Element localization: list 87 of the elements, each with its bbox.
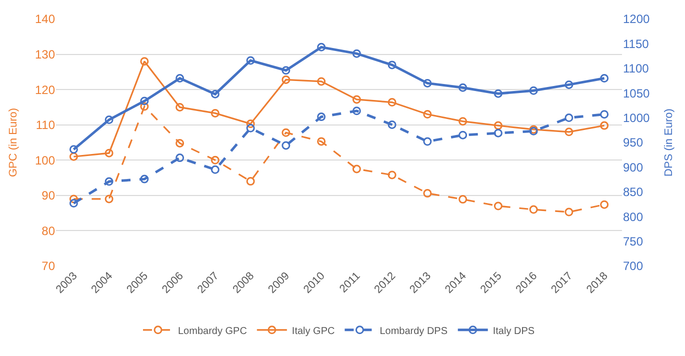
point: [69, 152, 78, 161]
point: [140, 57, 149, 66]
point: [104, 194, 114, 204]
point: [352, 95, 361, 104]
point: [388, 60, 396, 70]
point: [246, 56, 255, 65]
point: [282, 128, 290, 137]
point: [140, 102, 149, 111]
point: [600, 200, 609, 209]
point: [529, 86, 538, 95]
point: [246, 120, 255, 128]
y-tick-label: 100: [34, 153, 56, 168]
legend-label: Italy GPC: [292, 326, 335, 337]
point: [564, 114, 574, 122]
point: [458, 83, 468, 92]
point: [317, 42, 326, 52]
point: [104, 148, 114, 158]
point: [282, 75, 290, 84]
point: [494, 121, 502, 130]
point: [564, 80, 574, 89]
point: [494, 89, 502, 98]
point: [210, 156, 220, 164]
y2-tick-label: 900: [623, 160, 644, 174]
point: [317, 112, 326, 122]
point: [529, 205, 538, 214]
y2-tick-label: 1000: [623, 111, 650, 125]
point: [564, 128, 574, 136]
point: [246, 124, 255, 132]
point: [176, 74, 184, 83]
point: [69, 194, 78, 204]
y2-tick-label: 700: [623, 259, 644, 274]
point: [246, 177, 255, 186]
y-tick-label: 130: [34, 47, 56, 62]
point: [69, 145, 78, 154]
point: [282, 66, 290, 75]
point: [282, 141, 290, 150]
y2-tick-label: 950: [623, 136, 644, 150]
point: [423, 137, 432, 146]
point: [600, 110, 609, 119]
point: [388, 98, 396, 107]
legend-label: Lombardy DPS: [380, 326, 448, 337]
point: [458, 195, 468, 204]
point: [140, 96, 149, 106]
y-axis-title: GPC (in Euro): [8, 108, 20, 178]
y-tick-label: 80: [42, 224, 56, 238]
point: [176, 138, 184, 148]
legend-label: Italy DPS: [492, 326, 535, 337]
point: [210, 90, 220, 98]
point: [423, 78, 432, 88]
point: [564, 208, 574, 216]
y-tick-label: 70: [42, 259, 56, 274]
point: [388, 120, 396, 129]
point: [388, 170, 396, 180]
point: [352, 164, 361, 174]
point: [600, 74, 609, 83]
point: [104, 177, 114, 186]
point: [176, 154, 184, 162]
point: [600, 121, 609, 130]
y2-tick-label: 1050: [623, 86, 650, 100]
point: [352, 106, 361, 116]
point: [494, 202, 502, 210]
point: [69, 199, 78, 208]
y-tick-label: 110: [36, 118, 56, 132]
y2-tick-label: 1150: [623, 36, 650, 51]
y2-tick-label: 1200: [623, 12, 650, 26]
point: [140, 174, 149, 184]
y2-tick-label: 850: [623, 185, 644, 200]
y2-tick-label: 800: [623, 210, 644, 224]
point: [423, 110, 432, 119]
point: [458, 130, 468, 140]
y-tick-label: 90: [42, 188, 56, 203]
point: [210, 108, 220, 118]
point: [317, 77, 326, 86]
y2-tick-label: 750: [623, 234, 644, 248]
point: [494, 128, 502, 138]
point: [210, 165, 220, 174]
point: [104, 116, 114, 124]
y-tick-label: 140: [34, 12, 56, 26]
y2-tick-label: 1100: [623, 62, 650, 76]
y-tick-label: 120: [34, 82, 56, 97]
point: [352, 49, 361, 58]
point: [458, 117, 468, 126]
point: [423, 189, 432, 198]
point: [317, 137, 326, 146]
y2-axis-title: DPS (in Euro): [663, 108, 676, 176]
point: [176, 102, 184, 112]
legend-label: Lombardy GPC: [178, 326, 247, 337]
